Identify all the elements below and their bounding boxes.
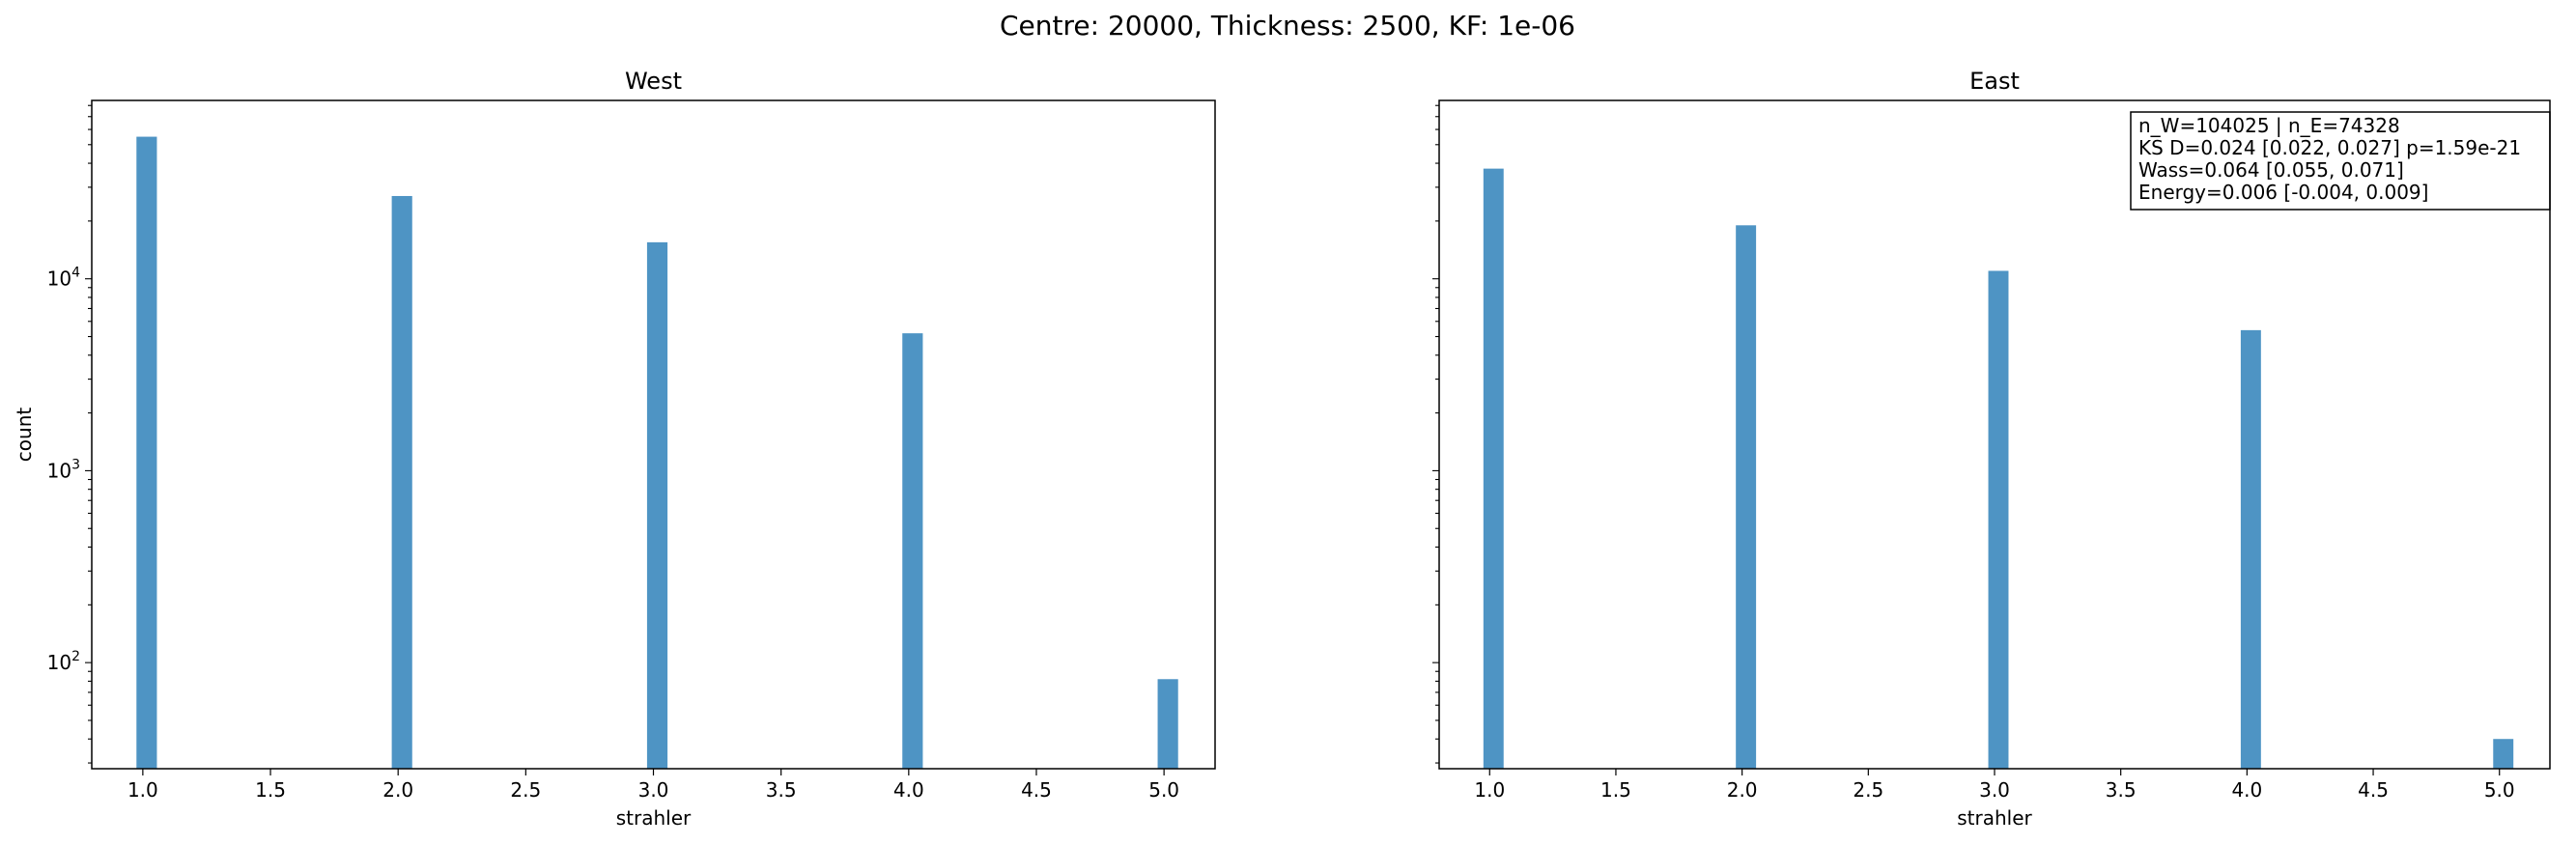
east-xtick-label: 1.0: [1474, 778, 1505, 802]
west-xtick-label: 3.0: [638, 778, 669, 802]
west-bar-5: [1157, 679, 1178, 769]
west-bar-1: [136, 136, 157, 770]
east-xlabel: strahler: [1957, 806, 2032, 830]
west-title: West: [625, 68, 682, 95]
west-bar-4: [902, 333, 923, 769]
west-bar-3: [646, 241, 668, 769]
east-bar-3: [1988, 270, 2009, 770]
east-xtick-label: 2.0: [1727, 778, 1758, 802]
east-xtick-label: 5.0: [2484, 778, 2515, 802]
west-xtick-label: 4.5: [1021, 778, 1052, 802]
west-ytick-label: 104: [47, 266, 80, 291]
west-xtick-label: 1.5: [255, 778, 286, 802]
west-ytick-label: 102: [47, 649, 80, 674]
east-xtick-label: 4.0: [2231, 778, 2262, 802]
west-xtick-label: 5.0: [1148, 778, 1179, 802]
east-xtick-label: 1.5: [1600, 778, 1631, 802]
west-xlabel: strahler: [616, 806, 692, 830]
stats-annotation-box: n_W=104025 | n_E=74328 KS D=0.024 [0.022…: [2130, 111, 2551, 211]
east-xtick-label: 3.0: [1979, 778, 2010, 802]
east-xtick-label: 2.5: [1853, 778, 1883, 802]
west-xtick-label: 2.0: [382, 778, 413, 802]
stats-line-wass: Wass=0.064 [0.055, 0.071]: [2138, 158, 2404, 182]
east-title: East: [1969, 68, 2020, 95]
west-xtick-label: 3.5: [766, 778, 797, 802]
west-axes: West strahler count 1.0 1.5 2.0 2.5 3.0 3.5 4.…: [13, 68, 1216, 830]
east-bar-4: [2240, 329, 2261, 769]
figure-title: Centre: 20000, Thickness: 2500, KF: 1e-0…: [1000, 10, 1575, 42]
west-ytick-label: 103: [47, 457, 80, 482]
west-bar-2: [391, 195, 412, 770]
west-xtick-label: 4.0: [893, 778, 924, 802]
west-xtick-label: 1.0: [127, 778, 158, 802]
stats-line-counts: n_W=104025 | n_E=74328: [2138, 114, 2400, 137]
stats-line-ks: KS D=0.024 [0.022, 0.027] p=1.59e-21: [2138, 136, 2521, 159]
east-axes: East strahler n_W=104025 | n_E=74328 KS …: [1432, 68, 2551, 830]
east-bar-1: [1483, 168, 1504, 769]
stats-line-energy: Energy=0.006 [-0.004, 0.009]: [2138, 181, 2428, 204]
east-xtick-label: 3.5: [2106, 778, 2137, 802]
east-xtick-label: 4.5: [2358, 778, 2389, 802]
west-xtick-label: 2.5: [510, 778, 541, 802]
west-ylabel: count: [13, 408, 36, 463]
east-bar-2: [1736, 225, 1757, 770]
east-bar-5: [2493, 739, 2514, 769]
